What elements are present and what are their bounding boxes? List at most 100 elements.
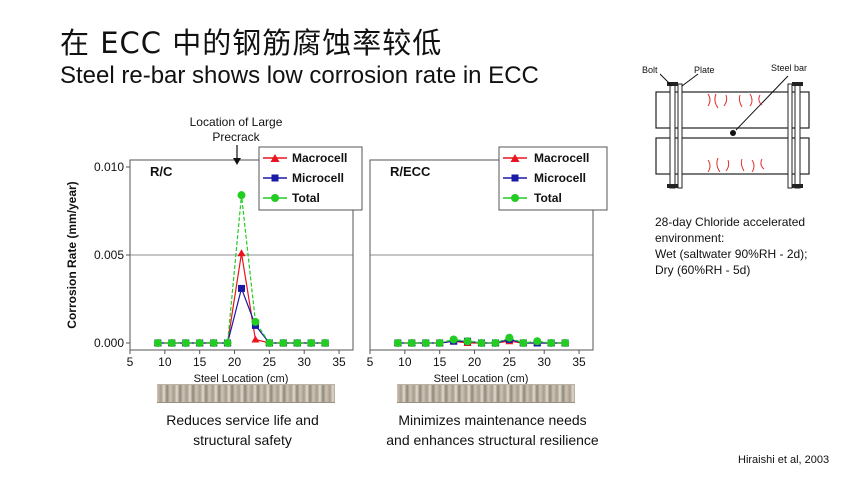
legend-label-macrocell: Macrocell xyxy=(534,151,589,165)
legend-marker-microcell xyxy=(271,174,279,182)
caption-rc: Reduces service life and structural safe… xyxy=(135,410,350,450)
environment-note-line4: Dry (60%RH - 5d) xyxy=(655,263,751,277)
plate-left xyxy=(677,83,683,189)
data-point-total xyxy=(421,339,430,347)
environment-note-line1: 28-day Chloride accelerated xyxy=(655,215,806,229)
plate-right xyxy=(787,83,793,189)
legend-marker-total xyxy=(271,194,279,202)
data-point-total xyxy=(519,339,528,347)
x-tick-label: 5 xyxy=(367,355,374,369)
citation: Hiraishi et al, 2003 xyxy=(738,454,830,466)
slide-title-chinese: 在 ECC 中的钢筋腐蚀率较低 xyxy=(60,26,443,60)
data-point-total xyxy=(491,339,500,347)
crack-lines-top xyxy=(707,93,763,109)
legend-marker-total xyxy=(511,194,519,202)
data-point-total xyxy=(435,339,444,347)
data-point-total xyxy=(251,317,260,326)
environment-note: 28-day Chloride accelerated environment:… xyxy=(655,214,808,278)
caption-rc-line2: structural safety xyxy=(193,432,292,448)
x-tick-label: 30 xyxy=(298,355,312,369)
data-point-total xyxy=(209,339,218,347)
data-point-total xyxy=(237,191,246,200)
bolt-leader xyxy=(659,73,673,87)
legend-recc: Macrocell Microcell Total xyxy=(498,146,608,211)
caption-recc-line2: and enhances structural resilience xyxy=(386,432,599,448)
bolt-nut xyxy=(792,184,803,188)
chart-rc: R/C 0.010 0.005 0.000 Corrosion Rate (mm… xyxy=(65,115,363,385)
x-tick-label: 15 xyxy=(193,355,207,369)
data-point-total xyxy=(407,339,416,347)
data-point-total xyxy=(393,339,402,347)
x-tick-label: 30 xyxy=(538,355,552,369)
y-tick-label: 0.005 xyxy=(94,248,124,262)
x-tick-label: 35 xyxy=(332,355,346,369)
data-point-total xyxy=(449,335,458,344)
legend-marker-microcell xyxy=(511,174,519,182)
x-tick-label: 25 xyxy=(263,355,277,369)
data-point-total xyxy=(181,339,190,347)
data-point-total xyxy=(463,337,472,346)
slide-title-english: Steel re-bar shows low corrosion rate in… xyxy=(60,62,539,89)
data-point-total xyxy=(195,339,204,347)
x-tick-label: 5 xyxy=(127,355,134,369)
x-tick-label: 25 xyxy=(503,355,517,369)
data-point-total xyxy=(547,339,556,347)
legend-label-total: Total xyxy=(534,191,562,205)
legend-label-macrocell: Macrocell xyxy=(292,151,347,165)
data-point-total xyxy=(167,339,176,347)
crack-lines xyxy=(707,93,765,173)
steel-bar-leader xyxy=(735,75,789,131)
rebar-photo-rc xyxy=(157,384,335,403)
data-point-total xyxy=(533,337,542,346)
x-tick-label: 10 xyxy=(398,355,412,369)
bolt-nut xyxy=(667,184,678,188)
bolt-right xyxy=(794,83,801,189)
bolt-nut xyxy=(667,82,678,86)
x-tick-label: 20 xyxy=(468,355,482,369)
precrack-annotation-line1: Location of Large xyxy=(190,115,283,129)
x-axis-label-rc: Steel Location (cm) xyxy=(194,373,289,385)
steel-bar-label: Steel bar xyxy=(771,63,807,73)
precrack-annotation-line2: Precrack xyxy=(212,130,260,144)
crack-lines-bottom xyxy=(707,157,765,173)
y-tick-label: 0.000 xyxy=(94,336,124,350)
series-line-macrocell xyxy=(157,253,326,344)
data-point-total xyxy=(265,339,274,347)
data-point-microcell xyxy=(238,284,245,292)
bolt-left xyxy=(669,83,676,189)
data-point-total xyxy=(153,339,162,347)
series-line-microcell xyxy=(157,286,326,344)
x-tick-label: 15 xyxy=(433,355,447,369)
plate-leader xyxy=(681,73,699,87)
y-tick-label: 0.010 xyxy=(94,160,124,174)
panel-label-rc: R/C xyxy=(150,164,173,179)
legend-marker-macrocell xyxy=(270,154,280,162)
steel-bar-section xyxy=(730,130,736,136)
data-point-total xyxy=(561,339,570,347)
x-tick-label: 20 xyxy=(228,355,242,369)
caption-recc: Minimizes maintenance needs and enhances… xyxy=(360,410,625,450)
data-point-total xyxy=(279,339,288,347)
data-point-total xyxy=(477,339,486,347)
x-axis-label-recc: Steel Location (cm) xyxy=(434,373,529,385)
legend-marker-macrocell xyxy=(510,154,520,162)
legend-label-total: Total xyxy=(292,191,320,205)
legend-label-microcell: Microcell xyxy=(534,171,586,185)
series-line-total xyxy=(157,195,326,344)
caption-rc-line1: Reduces service life and xyxy=(166,412,319,428)
data-point-total xyxy=(307,339,316,347)
x-tick-label: 35 xyxy=(572,355,586,369)
data-point-macrocell xyxy=(237,249,246,257)
data-point-total xyxy=(293,339,302,347)
bolt-nut xyxy=(792,82,803,86)
panel-label-recc: R/ECC xyxy=(390,164,431,179)
caption-recc-line1: Minimizes maintenance needs xyxy=(398,412,587,428)
environment-note-line2: environment: xyxy=(655,231,725,245)
data-point-total xyxy=(223,339,232,347)
bolt-label: Bolt xyxy=(642,65,658,75)
legend-rc: Macrocell Microcell Total xyxy=(258,146,363,211)
chart-recc: R/ECC Steel Location (cm) 5 10 15 20 25 30 35 … xyxy=(367,146,608,385)
specimen-diagram: Bolt Plate Steel bar xyxy=(642,63,810,189)
plate-label: Plate xyxy=(694,65,715,75)
